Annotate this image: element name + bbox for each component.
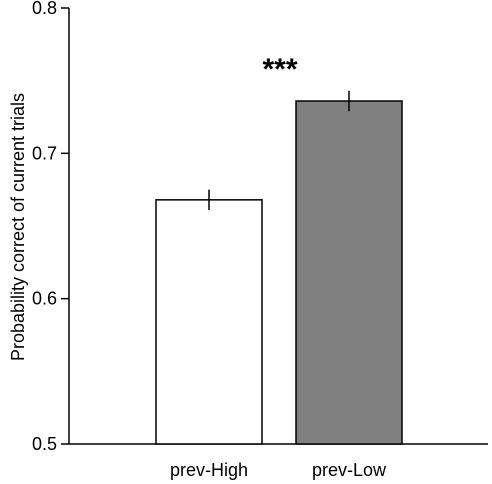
x-axis-tick-labels: prev-High prev-Low [170, 460, 387, 480]
x-tick-label: prev-High [170, 460, 248, 480]
bars [155, 90, 403, 445]
y-tick-label: 0.6 [32, 289, 57, 309]
bar-prev-low [295, 100, 403, 445]
y-tick-label: 0.7 [32, 143, 57, 163]
x-tick-label: prev-Low [312, 460, 387, 480]
significance-annotation: *** [262, 53, 297, 86]
y-tick-label: 0.8 [32, 0, 57, 18]
bar-prev-high [155, 199, 263, 445]
y-axis-title: Probability correct of current trials [8, 93, 28, 361]
y-tick-label: 0.5 [32, 434, 57, 454]
y-axis-ticks: 0.5 0.6 0.7 0.8 [32, 0, 69, 454]
